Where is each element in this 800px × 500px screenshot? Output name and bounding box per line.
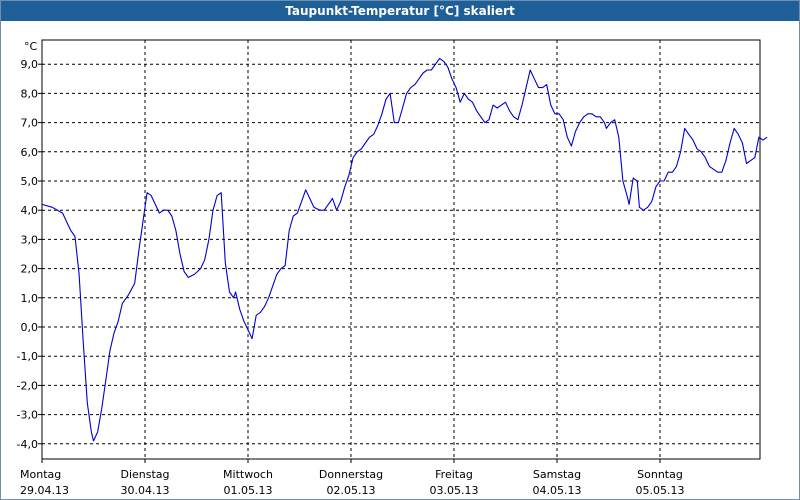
y-tick-label: 9,0 [21, 58, 39, 71]
y-tick-label: 2,0 [21, 263, 39, 276]
x-tick-weekday: Samstag [533, 468, 581, 481]
y-axis-unit-label: °C [24, 40, 38, 53]
x-tick-date: 03.05.13 [430, 484, 479, 497]
x-tick-date: 29.04.13 [20, 484, 69, 497]
x-tick-date: 04.05.13 [533, 484, 582, 497]
y-tick-label: 7,0 [21, 117, 39, 130]
chart-title: Taupunkt-Temperatur [°C] skaliert [1, 1, 799, 21]
y-tick-label: -3,0 [17, 409, 38, 422]
y-tick-label: -4,0 [17, 438, 38, 451]
x-tick-date: 30.04.13 [121, 484, 170, 497]
y-tick-label: -2,0 [17, 379, 38, 392]
x-tick-weekday: Dienstag [120, 468, 169, 481]
y-tick-label: 3,0 [21, 233, 39, 246]
y-axis-ticks: 9,0 8,0 7,0 6,0 5,0 4,0 3,0 2,0 1,0 0,0 -1,0 -2,0 -3… [17, 58, 42, 451]
x-axis-ticks: Montag 29.04.13 Dienstag 30.04.13 Mittwoch 01… [20, 459, 684, 497]
series-line-dewpoint [41, 57, 768, 442]
x-tick-weekday: Montag [20, 468, 61, 481]
y-tick-label: 4,0 [21, 204, 39, 217]
x-tick-weekday: Mittwoch [223, 468, 273, 481]
series-group [41, 57, 768, 442]
y-tick-label: -1,0 [17, 350, 38, 363]
x-tick-weekday: Donnerstag [319, 468, 383, 481]
x-tick-date: 02.05.13 [327, 484, 376, 497]
y-tick-label: 6,0 [21, 146, 39, 159]
y-tick-label: 0,0 [21, 321, 39, 334]
x-tick-date: 05.05.13 [636, 484, 685, 497]
grid-lines [42, 40, 760, 459]
y-tick-label: 5,0 [21, 175, 39, 188]
plot-area [41, 39, 761, 460]
x-tick-date: 01.05.13 [224, 484, 273, 497]
x-tick-weekday: Sonntag [637, 468, 683, 481]
x-tick-weekday: Freitag [435, 468, 473, 481]
y-tick-label: 8,0 [21, 87, 39, 100]
y-tick-label: 1,0 [21, 292, 39, 305]
